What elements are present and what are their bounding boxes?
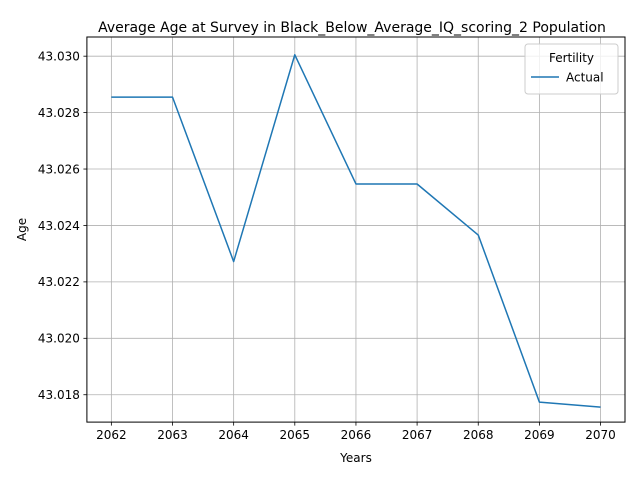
y-tick-label: 43.030 (38, 49, 80, 63)
series-line-group (111, 54, 601, 408)
x-tick-label: 2064 (218, 428, 249, 442)
y-axis-ticks: 43.018 43.020 43.022 43.024 43.026 43.028 43.0… (38, 49, 87, 402)
legend-entry-label: Actual (566, 71, 604, 85)
y-tick-label: 43.020 (38, 332, 80, 346)
grid-lines (86, 37, 625, 423)
x-tick-label: 2070 (585, 428, 616, 442)
x-tick-label: 2062 (96, 428, 127, 442)
y-axis-label: Age (15, 218, 29, 241)
x-axis-ticks: 2062 2063 2064 2065 2066 2067 2068 2069 2070 (96, 422, 616, 442)
x-axis-label: Years (339, 451, 372, 465)
x-tick-label: 2067 (402, 428, 433, 442)
y-tick-label: 43.028 (38, 106, 80, 120)
chart-title: Average Age at Survey in Black_Below_Ave… (98, 20, 606, 36)
legend: Fertility Actual (524, 43, 619, 95)
y-tick-label: 43.024 (38, 219, 80, 233)
series-line-actual (111, 54, 601, 408)
x-tick-label: 2069 (524, 428, 555, 442)
x-tick-label: 2068 (463, 428, 494, 442)
x-tick-label: 2063 (157, 428, 188, 442)
legend-title: Fertility (549, 51, 594, 65)
x-tick-label: 2065 (280, 428, 311, 442)
legend-box (524, 43, 619, 95)
y-tick-label: 43.022 (38, 275, 80, 289)
x-tick-label: 2066 (341, 428, 372, 442)
y-tick-label: 43.018 (38, 388, 80, 402)
y-tick-label: 43.026 (38, 162, 80, 176)
